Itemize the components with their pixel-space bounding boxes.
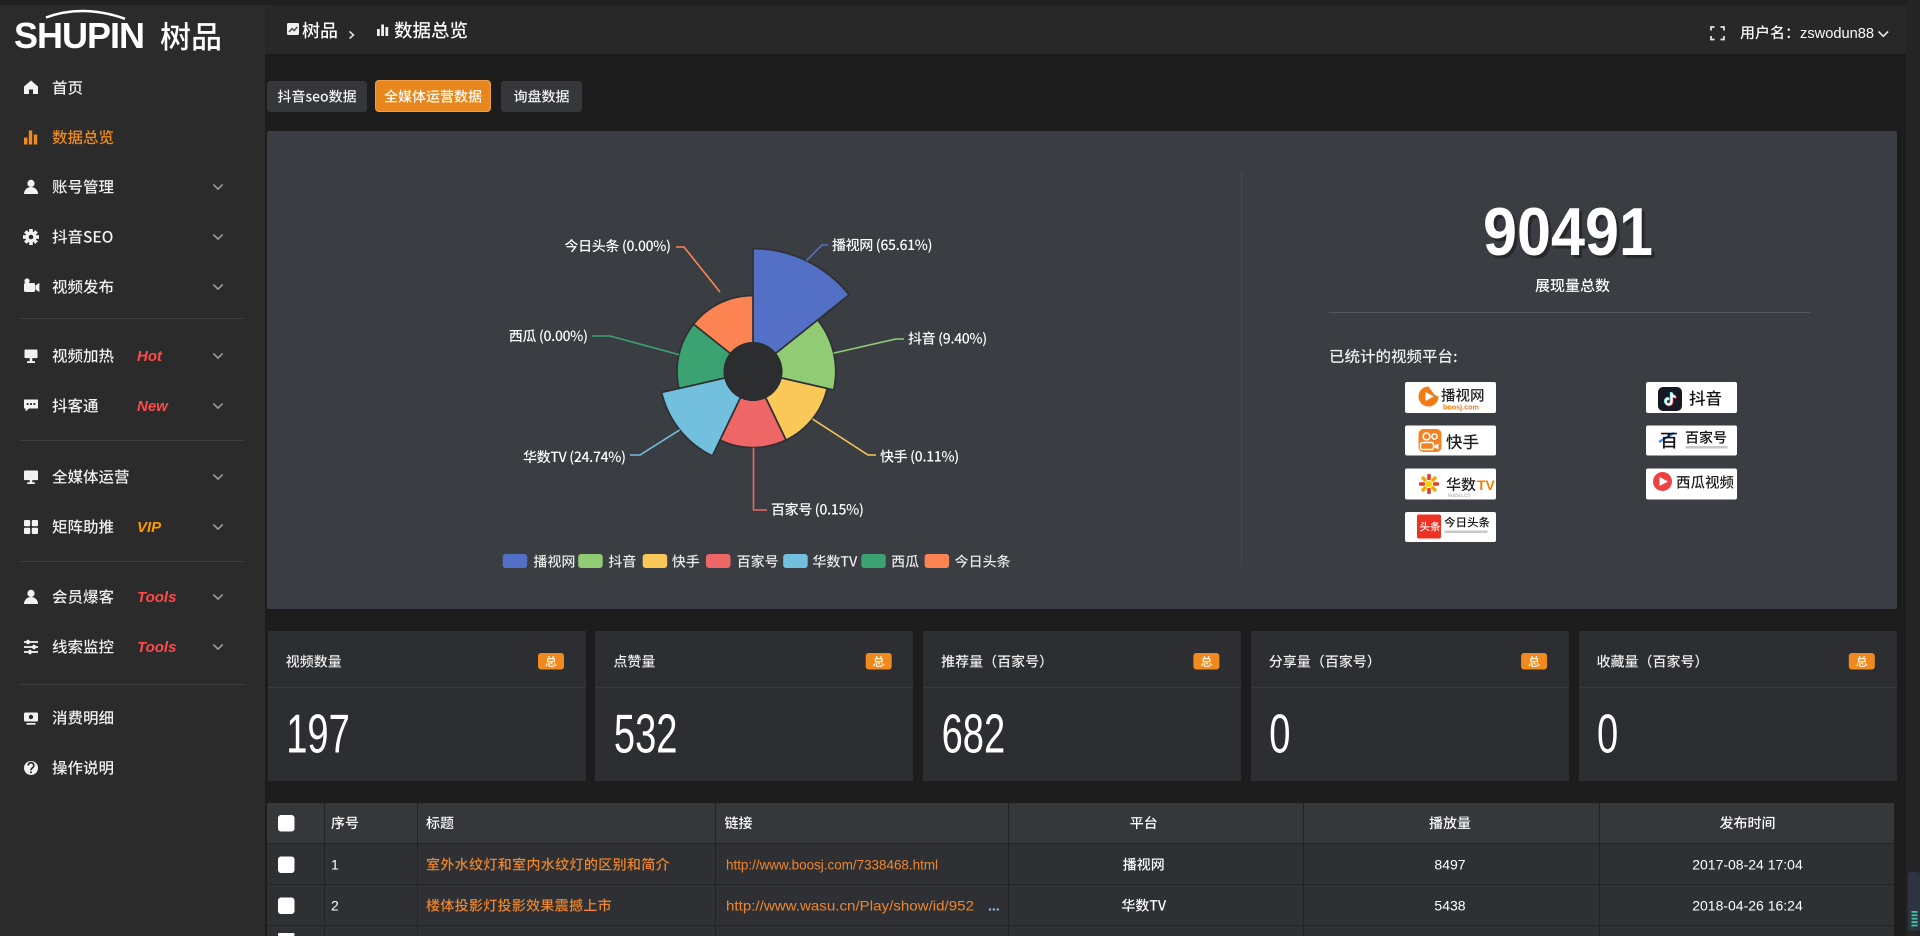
svg-text:1: 1 <box>331 857 339 873</box>
svg-text:Hot: Hot <box>137 348 163 365</box>
svg-text:wasu.cn: wasu.cn <box>1447 492 1471 499</box>
svg-text:90491: 90491 <box>1486 197 1656 273</box>
svg-text:Tools: Tools <box>137 589 176 606</box>
svg-text:0: 0 <box>1269 703 1290 765</box>
svg-text:http://www.boosj.com/7338468.h: http://www.boosj.com/7338468.html <box>726 857 938 873</box>
svg-text:New: New <box>137 398 169 415</box>
svg-text:TV: TV <box>1477 477 1496 493</box>
svg-text:8497: 8497 <box>1434 857 1465 873</box>
svg-text:zswodun88: zswodun88 <box>1800 25 1874 42</box>
svg-text:Tools: Tools <box>137 639 176 656</box>
svg-text:http://www.wasu.cn/Play/show/i: http://www.wasu.cn/Play/show/id/952 <box>726 898 974 914</box>
svg-text:532: 532 <box>614 703 678 765</box>
svg-text:boosj.com: boosj.com <box>1443 403 1479 412</box>
svg-text:2017-08-24 17:04: 2017-08-24 17:04 <box>1692 857 1803 873</box>
svg-text:2018-04-26 16:24: 2018-04-26 16:24 <box>1692 898 1803 914</box>
svg-text:5438: 5438 <box>1434 898 1465 914</box>
svg-text:682: 682 <box>942 703 1006 765</box>
svg-text:197: 197 <box>286 703 350 765</box>
svg-text:2: 2 <box>331 898 339 914</box>
svg-text:90491: 90491 <box>1483 194 1653 270</box>
svg-text:0: 0 <box>1597 703 1618 765</box>
svg-text:VIP: VIP <box>137 519 162 536</box>
svg-text:SHUPIN: SHUPIN <box>14 15 144 56</box>
svg-text:...: ... <box>988 898 1000 914</box>
